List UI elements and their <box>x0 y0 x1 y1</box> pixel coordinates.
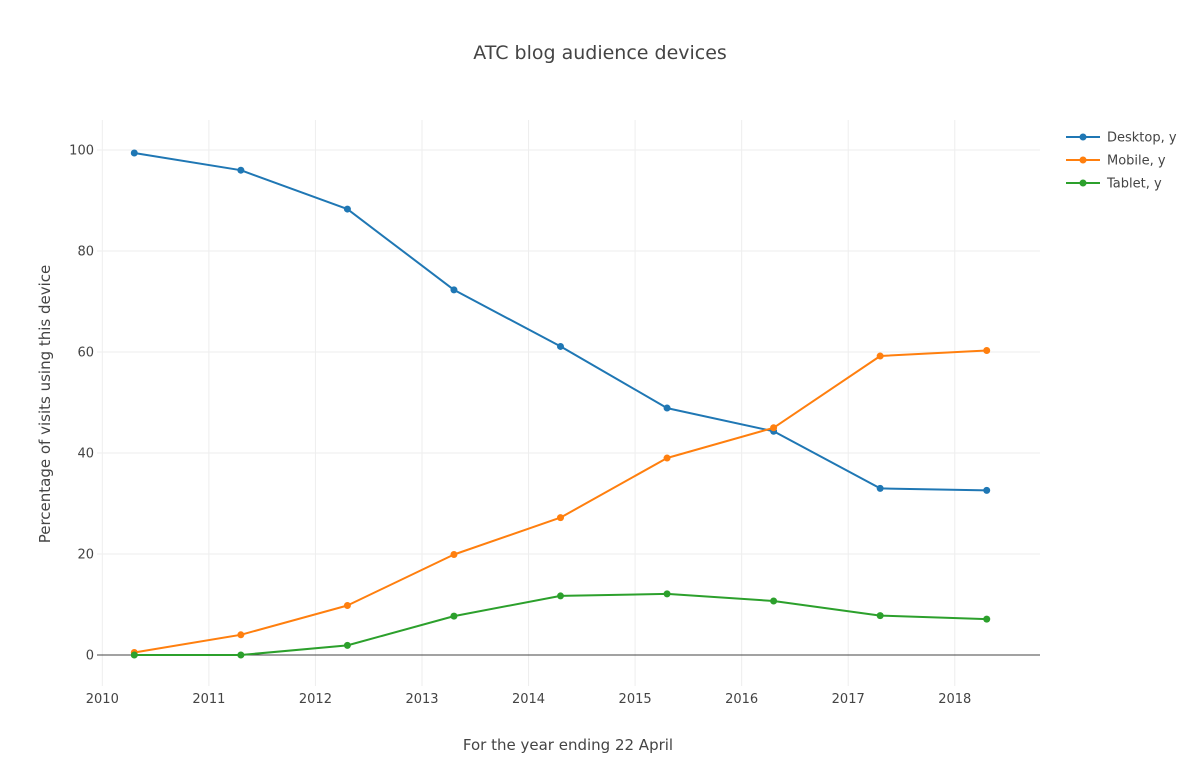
legend-item-mobile[interactable]: Mobile, y <box>1066 154 1166 169</box>
x-tick-label: 2017 <box>832 692 865 707</box>
legend-marker-tablet <box>1079 179 1087 187</box>
y-tick-label: 100 <box>69 144 94 159</box>
tablet-point[interactable] <box>450 612 458 620</box>
tablet-point[interactable] <box>663 590 671 598</box>
tablet-point[interactable] <box>557 592 565 600</box>
mobile-point[interactable] <box>770 424 778 432</box>
tablet-line <box>134 592 987 656</box>
legend-marker-mobile <box>1079 156 1087 164</box>
x-tick-label: 2012 <box>299 692 332 707</box>
tablet-point[interactable] <box>130 651 138 659</box>
mobile-point[interactable] <box>876 352 884 360</box>
tablet-point[interactable] <box>876 612 884 620</box>
desktop-point[interactable] <box>557 342 565 350</box>
legend-item-desktop[interactable]: Desktop, y <box>1066 131 1177 146</box>
legend[interactable]: Desktop, y Mobile, y Tablet, y <box>1066 131 1177 192</box>
series-tablet <box>130 590 991 659</box>
mobile-line <box>134 349 987 654</box>
x-tick-label: 2015 <box>619 692 652 707</box>
mobile-point[interactable] <box>343 602 351 610</box>
x-axis-title: For the year ending 22 April <box>463 736 673 754</box>
series-layer <box>130 149 991 659</box>
tablet-point[interactable] <box>237 651 245 659</box>
y-tick-label: 60 <box>77 346 94 361</box>
desktop-line <box>134 152 987 492</box>
legend-label-desktop: Desktop, y <box>1107 131 1177 146</box>
x-tick-label: 2013 <box>405 692 438 707</box>
y-tick-label: 20 <box>77 548 94 563</box>
x-tick-label: 2018 <box>938 692 971 707</box>
series-desktop <box>130 149 991 494</box>
x-tick-label: 2014 <box>512 692 545 707</box>
desktop-point[interactable] <box>450 286 458 294</box>
y-tick-label: 80 <box>77 245 94 260</box>
desktop-point[interactable] <box>130 149 138 157</box>
legend-label-mobile: Mobile, y <box>1107 154 1166 169</box>
mobile-point[interactable] <box>663 454 671 462</box>
mobile-point[interactable] <box>450 551 458 559</box>
legend-marker-desktop <box>1079 133 1087 141</box>
desktop-point[interactable] <box>663 404 671 412</box>
mobile-point[interactable] <box>983 346 991 354</box>
x-tick-label: 2011 <box>192 692 225 707</box>
legend-label-tablet: Tablet, y <box>1106 177 1162 192</box>
chart-title: ATC blog audience devices <box>473 42 727 64</box>
tablet-point[interactable] <box>983 615 991 623</box>
grid-layer <box>97 120 1040 686</box>
desktop-point[interactable] <box>237 166 245 174</box>
tick-label-layer: 2010 2011 2012 2013 2014 2015 2016 2017 2018 0 20 4… <box>69 144 971 708</box>
desktop-point[interactable] <box>876 484 884 492</box>
y-tick-label: 40 <box>77 447 94 462</box>
y-tick-label: 0 <box>86 649 94 664</box>
tablet-point[interactable] <box>770 597 778 605</box>
y-axis-title: Percentage of visits using this device <box>36 265 54 544</box>
x-tick-label: 2010 <box>86 692 119 707</box>
legend-item-tablet[interactable]: Tablet, y <box>1066 177 1162 192</box>
mobile-point[interactable] <box>237 631 245 639</box>
tablet-point[interactable] <box>343 641 351 649</box>
desktop-point[interactable] <box>343 205 351 213</box>
x-tick-label: 2016 <box>725 692 758 707</box>
mobile-point[interactable] <box>557 514 565 522</box>
desktop-point[interactable] <box>983 486 991 494</box>
series-mobile <box>130 346 991 656</box>
